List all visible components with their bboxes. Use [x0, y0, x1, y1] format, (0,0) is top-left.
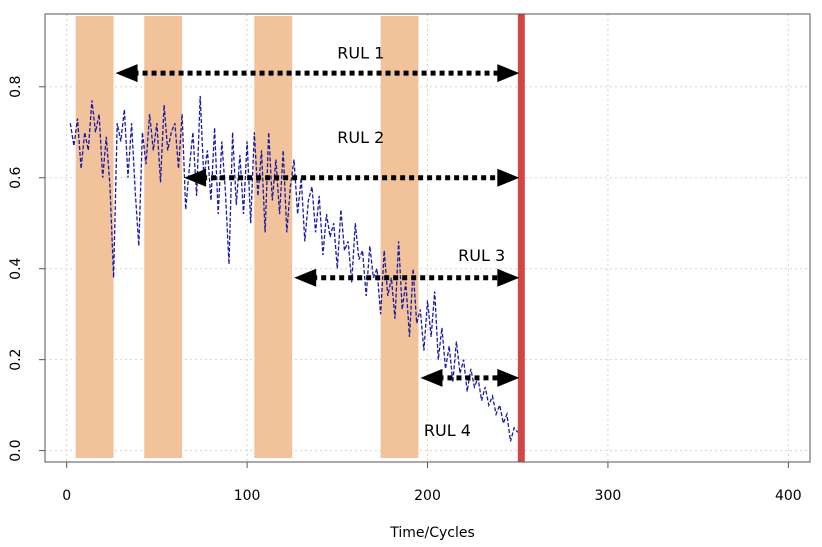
rul-arrow-head-left-2 [184, 168, 207, 187]
end-of-life-line [517, 14, 525, 462]
rul-label-3: RUL 3 [458, 246, 505, 265]
shaded-regions [75, 16, 419, 458]
rul-label-4: RUL 4 [424, 421, 471, 440]
rul-arrow-head-right-1 [497, 64, 520, 83]
x-tick-label-4: 400 [775, 488, 802, 504]
y-tick-label-4: 0.8 [8, 76, 24, 98]
end-of-life-layer [517, 14, 525, 462]
rul-arrow-4 [420, 368, 520, 387]
rul-arrow-head-left-1 [115, 64, 138, 83]
shaded-region-4 [380, 16, 419, 458]
rul-arrow-head-right-2 [497, 168, 520, 187]
rul-arrow-2 [184, 168, 520, 187]
rul-arrows [115, 64, 520, 387]
y-tick-label-3: 0.6 [8, 167, 24, 189]
rul-arrow-1 [115, 64, 520, 83]
y-tick-label-0: 0.0 [8, 439, 24, 461]
shaded-region-3 [254, 16, 293, 458]
rul-arrow-head-left-4 [420, 368, 443, 387]
series-layer [69, 95, 519, 442]
x-tick-label-2: 200 [414, 488, 441, 504]
rul-arrow-3 [294, 268, 520, 287]
rul-label-1: RUL 1 [337, 44, 384, 63]
rul-labels: RUL 1 RUL 2 RUL 3 RUL 4 [337, 44, 505, 441]
rul-arrow-head-right-4 [497, 368, 520, 387]
y-tick-label-1: 0.2 [8, 349, 24, 371]
series-line-1 [69, 95, 519, 442]
x-tick-label-1: 100 [234, 488, 261, 504]
shaded-region-1 [75, 16, 114, 458]
x-axis-label: Time/Cycles [389, 525, 475, 541]
rul-label-2: RUL 2 [337, 128, 384, 147]
x-axis: 0 100 200 300 400 [62, 462, 802, 504]
shaded-region-2 [144, 16, 183, 458]
rul-arrow-head-right-3 [497, 268, 520, 287]
y-tick-label-2: 0.4 [8, 257, 24, 279]
y-axis: 0.0 0.2 0.4 0.6 0.8 [8, 76, 45, 462]
x-tick-label-0: 0 [62, 488, 71, 504]
rul-arrow-head-left-3 [294, 268, 317, 287]
x-tick-label-3: 300 [595, 488, 622, 504]
